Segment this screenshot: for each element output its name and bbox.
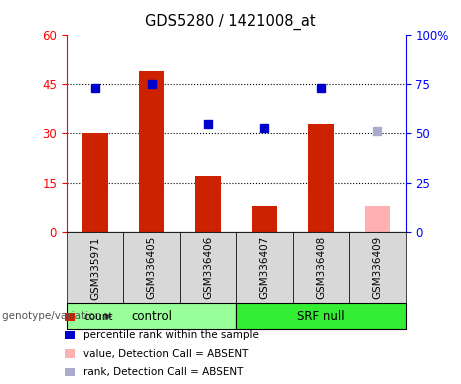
Text: GDS5280 / 1421008_at: GDS5280 / 1421008_at xyxy=(145,13,316,30)
Bar xyxy=(195,176,221,232)
Text: value, Detection Call = ABSENT: value, Detection Call = ABSENT xyxy=(83,349,248,359)
Text: GSM336409: GSM336409 xyxy=(372,236,383,300)
Text: GSM336406: GSM336406 xyxy=(203,236,213,300)
Text: SRF null: SRF null xyxy=(297,310,345,323)
Bar xyxy=(365,206,390,232)
Text: rank, Detection Call = ABSENT: rank, Detection Call = ABSENT xyxy=(83,367,243,377)
Text: GSM336408: GSM336408 xyxy=(316,236,326,300)
Text: GSM335971: GSM335971 xyxy=(90,236,100,300)
Text: GSM336405: GSM336405 xyxy=(147,236,157,300)
Text: genotype/variation ▶: genotype/variation ▶ xyxy=(2,311,112,321)
Text: GSM336407: GSM336407 xyxy=(260,236,270,300)
Bar xyxy=(139,71,164,232)
Bar xyxy=(252,206,277,232)
Text: count: count xyxy=(83,312,112,322)
Bar xyxy=(83,134,108,232)
Bar xyxy=(308,124,334,232)
Text: percentile rank within the sample: percentile rank within the sample xyxy=(83,330,259,340)
Text: control: control xyxy=(131,310,172,323)
